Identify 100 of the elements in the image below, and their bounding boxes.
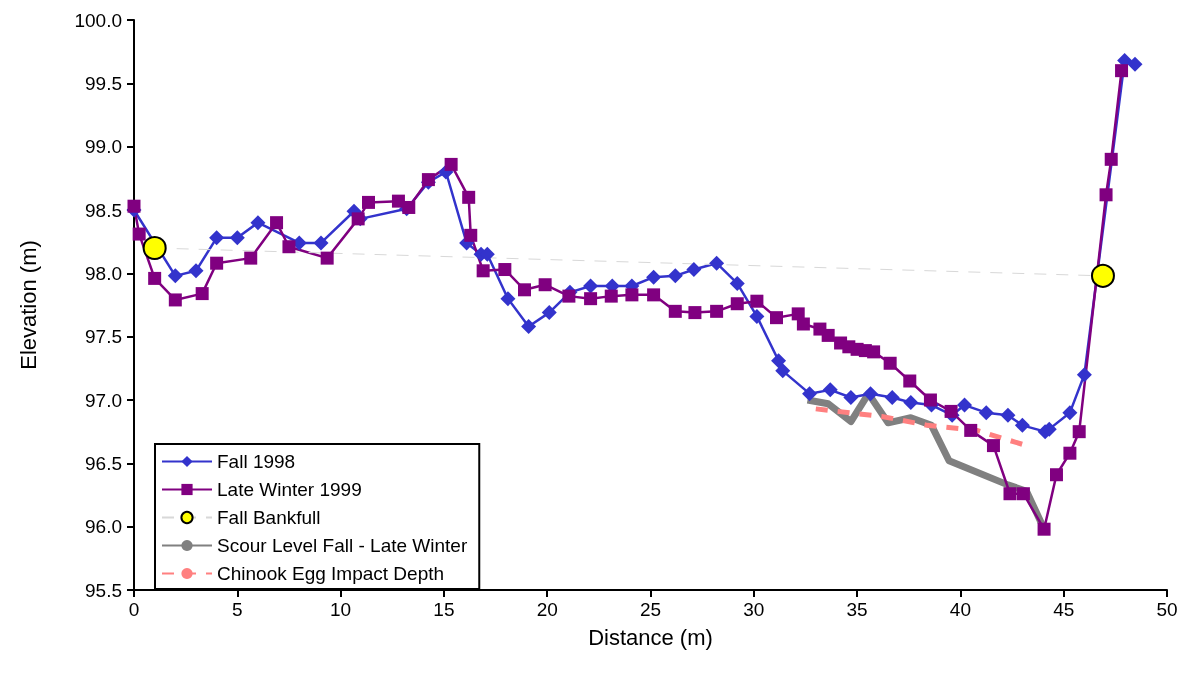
point bbox=[1062, 405, 1078, 421]
point bbox=[1063, 446, 1077, 460]
x-tick-label: 25 bbox=[639, 599, 662, 620]
point bbox=[647, 288, 661, 302]
point bbox=[167, 268, 183, 284]
point bbox=[541, 305, 557, 321]
point bbox=[750, 294, 764, 308]
point bbox=[132, 227, 146, 241]
point bbox=[250, 215, 266, 231]
point bbox=[1099, 188, 1113, 202]
x-tick-label: 45 bbox=[1053, 599, 1075, 620]
point bbox=[320, 251, 334, 265]
x-tick-label: 20 bbox=[536, 599, 558, 620]
point bbox=[521, 319, 537, 335]
x-tick-label: 0 bbox=[128, 599, 140, 620]
point bbox=[646, 269, 662, 285]
point bbox=[1072, 425, 1086, 439]
point bbox=[195, 287, 209, 301]
point bbox=[476, 264, 490, 278]
point bbox=[584, 292, 598, 306]
x-tick-label: 30 bbox=[743, 599, 765, 620]
point bbox=[730, 297, 744, 311]
point bbox=[775, 363, 791, 379]
point bbox=[863, 386, 879, 402]
point bbox=[148, 271, 162, 285]
legend-label: Late Winter 1999 bbox=[217, 479, 362, 500]
point bbox=[1090, 263, 1115, 288]
legend-label: Fall 1998 bbox=[217, 451, 296, 472]
point bbox=[802, 386, 818, 402]
y-tick-label: 98.0 bbox=[85, 262, 122, 284]
point bbox=[1049, 468, 1063, 482]
point bbox=[822, 382, 838, 398]
y-tick-label: 95.5 bbox=[85, 579, 122, 601]
point bbox=[142, 236, 167, 260]
point bbox=[978, 405, 994, 421]
x-tick-label: 50 bbox=[1156, 599, 1178, 620]
point bbox=[1014, 417, 1030, 433]
point bbox=[957, 397, 973, 413]
y-tick-label: 100.0 bbox=[74, 9, 122, 31]
point bbox=[625, 288, 639, 302]
point bbox=[883, 356, 897, 370]
point bbox=[562, 289, 576, 303]
point bbox=[903, 395, 919, 411]
y-tick-label: 99.5 bbox=[85, 72, 122, 94]
point bbox=[462, 190, 476, 204]
point bbox=[964, 423, 978, 437]
point bbox=[168, 293, 182, 307]
point bbox=[282, 240, 296, 254]
point bbox=[821, 328, 835, 342]
y-tick-label: 96.5 bbox=[85, 452, 122, 474]
point bbox=[1104, 152, 1118, 166]
point bbox=[188, 263, 204, 279]
point bbox=[1037, 522, 1051, 536]
point bbox=[710, 304, 724, 318]
point bbox=[517, 283, 531, 297]
point bbox=[498, 263, 512, 277]
point bbox=[944, 404, 958, 418]
point bbox=[1076, 367, 1092, 383]
point bbox=[796, 317, 810, 331]
point bbox=[127, 199, 141, 213]
point bbox=[244, 251, 258, 265]
point bbox=[229, 230, 245, 246]
point bbox=[1016, 487, 1030, 501]
point bbox=[210, 256, 224, 270]
point bbox=[1115, 64, 1129, 78]
y-axis-title: Elevation (m) bbox=[15, 240, 41, 370]
x-tick-label: 35 bbox=[846, 599, 868, 620]
point bbox=[749, 308, 765, 324]
x-tick-label: 5 bbox=[232, 599, 243, 620]
point bbox=[361, 195, 375, 209]
point bbox=[270, 216, 284, 230]
point bbox=[583, 278, 599, 294]
point bbox=[604, 289, 618, 303]
point bbox=[209, 230, 225, 246]
point bbox=[1000, 407, 1016, 423]
point bbox=[444, 157, 458, 171]
point bbox=[500, 291, 516, 307]
point bbox=[1003, 487, 1017, 501]
legend-label: Scour Level Fall - Late Winter bbox=[217, 535, 468, 556]
y-tick-label: 99.0 bbox=[85, 136, 122, 158]
x-tick-label: 10 bbox=[330, 599, 352, 620]
point bbox=[791, 307, 805, 321]
point bbox=[884, 389, 900, 405]
point bbox=[986, 439, 1000, 453]
legend-label: Fall Bankfull bbox=[217, 507, 321, 528]
point bbox=[843, 389, 859, 405]
point bbox=[668, 304, 682, 318]
point bbox=[686, 262, 702, 278]
point bbox=[313, 235, 329, 251]
x-tick-label: 40 bbox=[949, 599, 971, 620]
y-tick-label: 98.5 bbox=[85, 199, 122, 221]
point bbox=[923, 393, 937, 407]
y-tick-label: 96.0 bbox=[85, 516, 122, 538]
point bbox=[1127, 56, 1143, 72]
point bbox=[464, 228, 478, 242]
x-axis-title: Distance (m) bbox=[588, 624, 713, 650]
point bbox=[771, 353, 787, 369]
x-tick-label: 15 bbox=[433, 599, 455, 620]
point bbox=[667, 268, 683, 284]
y-tick-label: 97.0 bbox=[85, 389, 122, 411]
